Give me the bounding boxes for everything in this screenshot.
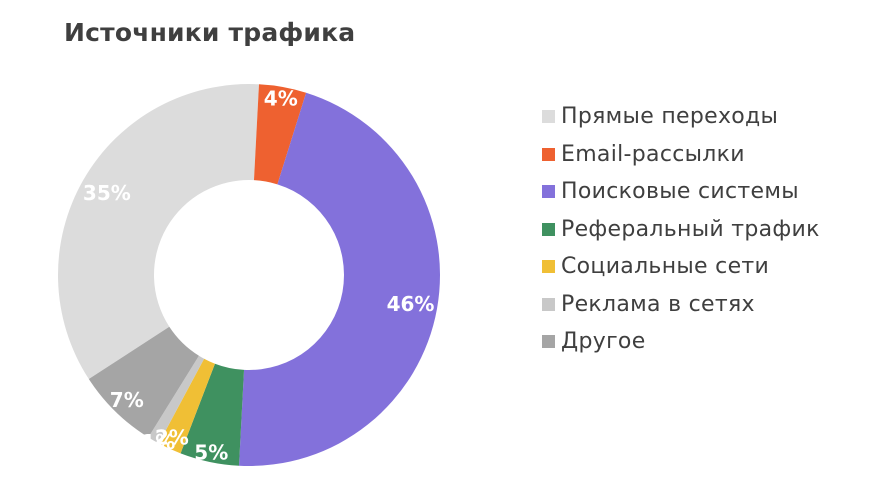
slice-label-другое: 7% bbox=[110, 388, 144, 412]
legend-item-поисковые-системы: Поисковые системы bbox=[542, 173, 820, 211]
slice-label-поисковые-системы: 46% bbox=[387, 292, 435, 316]
slice-реклама-в-сетях bbox=[148, 355, 205, 444]
slice-поисковые-системы bbox=[239, 92, 441, 466]
slice-label-email-рассылки: 4% bbox=[264, 86, 298, 110]
chart-title: Источники трафика bbox=[64, 18, 356, 47]
slices-group bbox=[58, 84, 441, 466]
labels-group: 35% 4% 46% 5%2%1% 7% bbox=[83, 86, 435, 464]
legend-item-социальные-сети: Социальные сети bbox=[542, 248, 820, 286]
slice-прямые-переходы bbox=[58, 84, 259, 380]
legend-swatch bbox=[542, 222, 555, 236]
chart-legend: Прямые переходы Email-рассылки Поисковые с… bbox=[542, 98, 820, 361]
legend-label: Реферальный трафик bbox=[561, 216, 820, 242]
legend-swatch bbox=[542, 110, 555, 124]
legend-label: Поисковые системы bbox=[561, 179, 799, 205]
legend-swatch bbox=[542, 185, 555, 199]
legend-label: Email-рассылки bbox=[561, 141, 745, 167]
slice-label-реклама-в-сетях: 1% bbox=[141, 430, 175, 454]
slice-социальные-сети bbox=[158, 358, 215, 454]
legend-label: Другое bbox=[561, 329, 646, 355]
legend-item-прямые-переходы: Прямые переходы bbox=[542, 98, 820, 136]
legend-item-реферальный-трафик: Реферальный трафик bbox=[542, 211, 820, 249]
legend-label: Реклама в сетях bbox=[561, 291, 755, 317]
legend-swatch bbox=[542, 147, 555, 161]
legend-label: Социальные сети bbox=[561, 254, 770, 280]
legend-label: Прямые переходы bbox=[561, 104, 779, 130]
slice-другое bbox=[88, 326, 199, 438]
legend-item-другое: Другое bbox=[542, 323, 820, 361]
legend-swatch bbox=[542, 335, 555, 349]
slice-label-прямые-переходы: 35% bbox=[83, 181, 131, 205]
legend-item-реклама-в-сетях: Реклама в сетях bbox=[542, 286, 820, 324]
slice-label-социальные-сети: 2% bbox=[155, 425, 189, 449]
legend-swatch bbox=[542, 297, 555, 311]
slice-email-рассылки bbox=[253, 84, 307, 185]
slice-label-реферальный-трафик: 5% bbox=[194, 440, 228, 464]
legend-item-email-рассылки: Email-рассылки bbox=[542, 136, 820, 174]
slice-реферальный-трафик bbox=[180, 363, 245, 466]
legend-swatch bbox=[542, 260, 555, 274]
